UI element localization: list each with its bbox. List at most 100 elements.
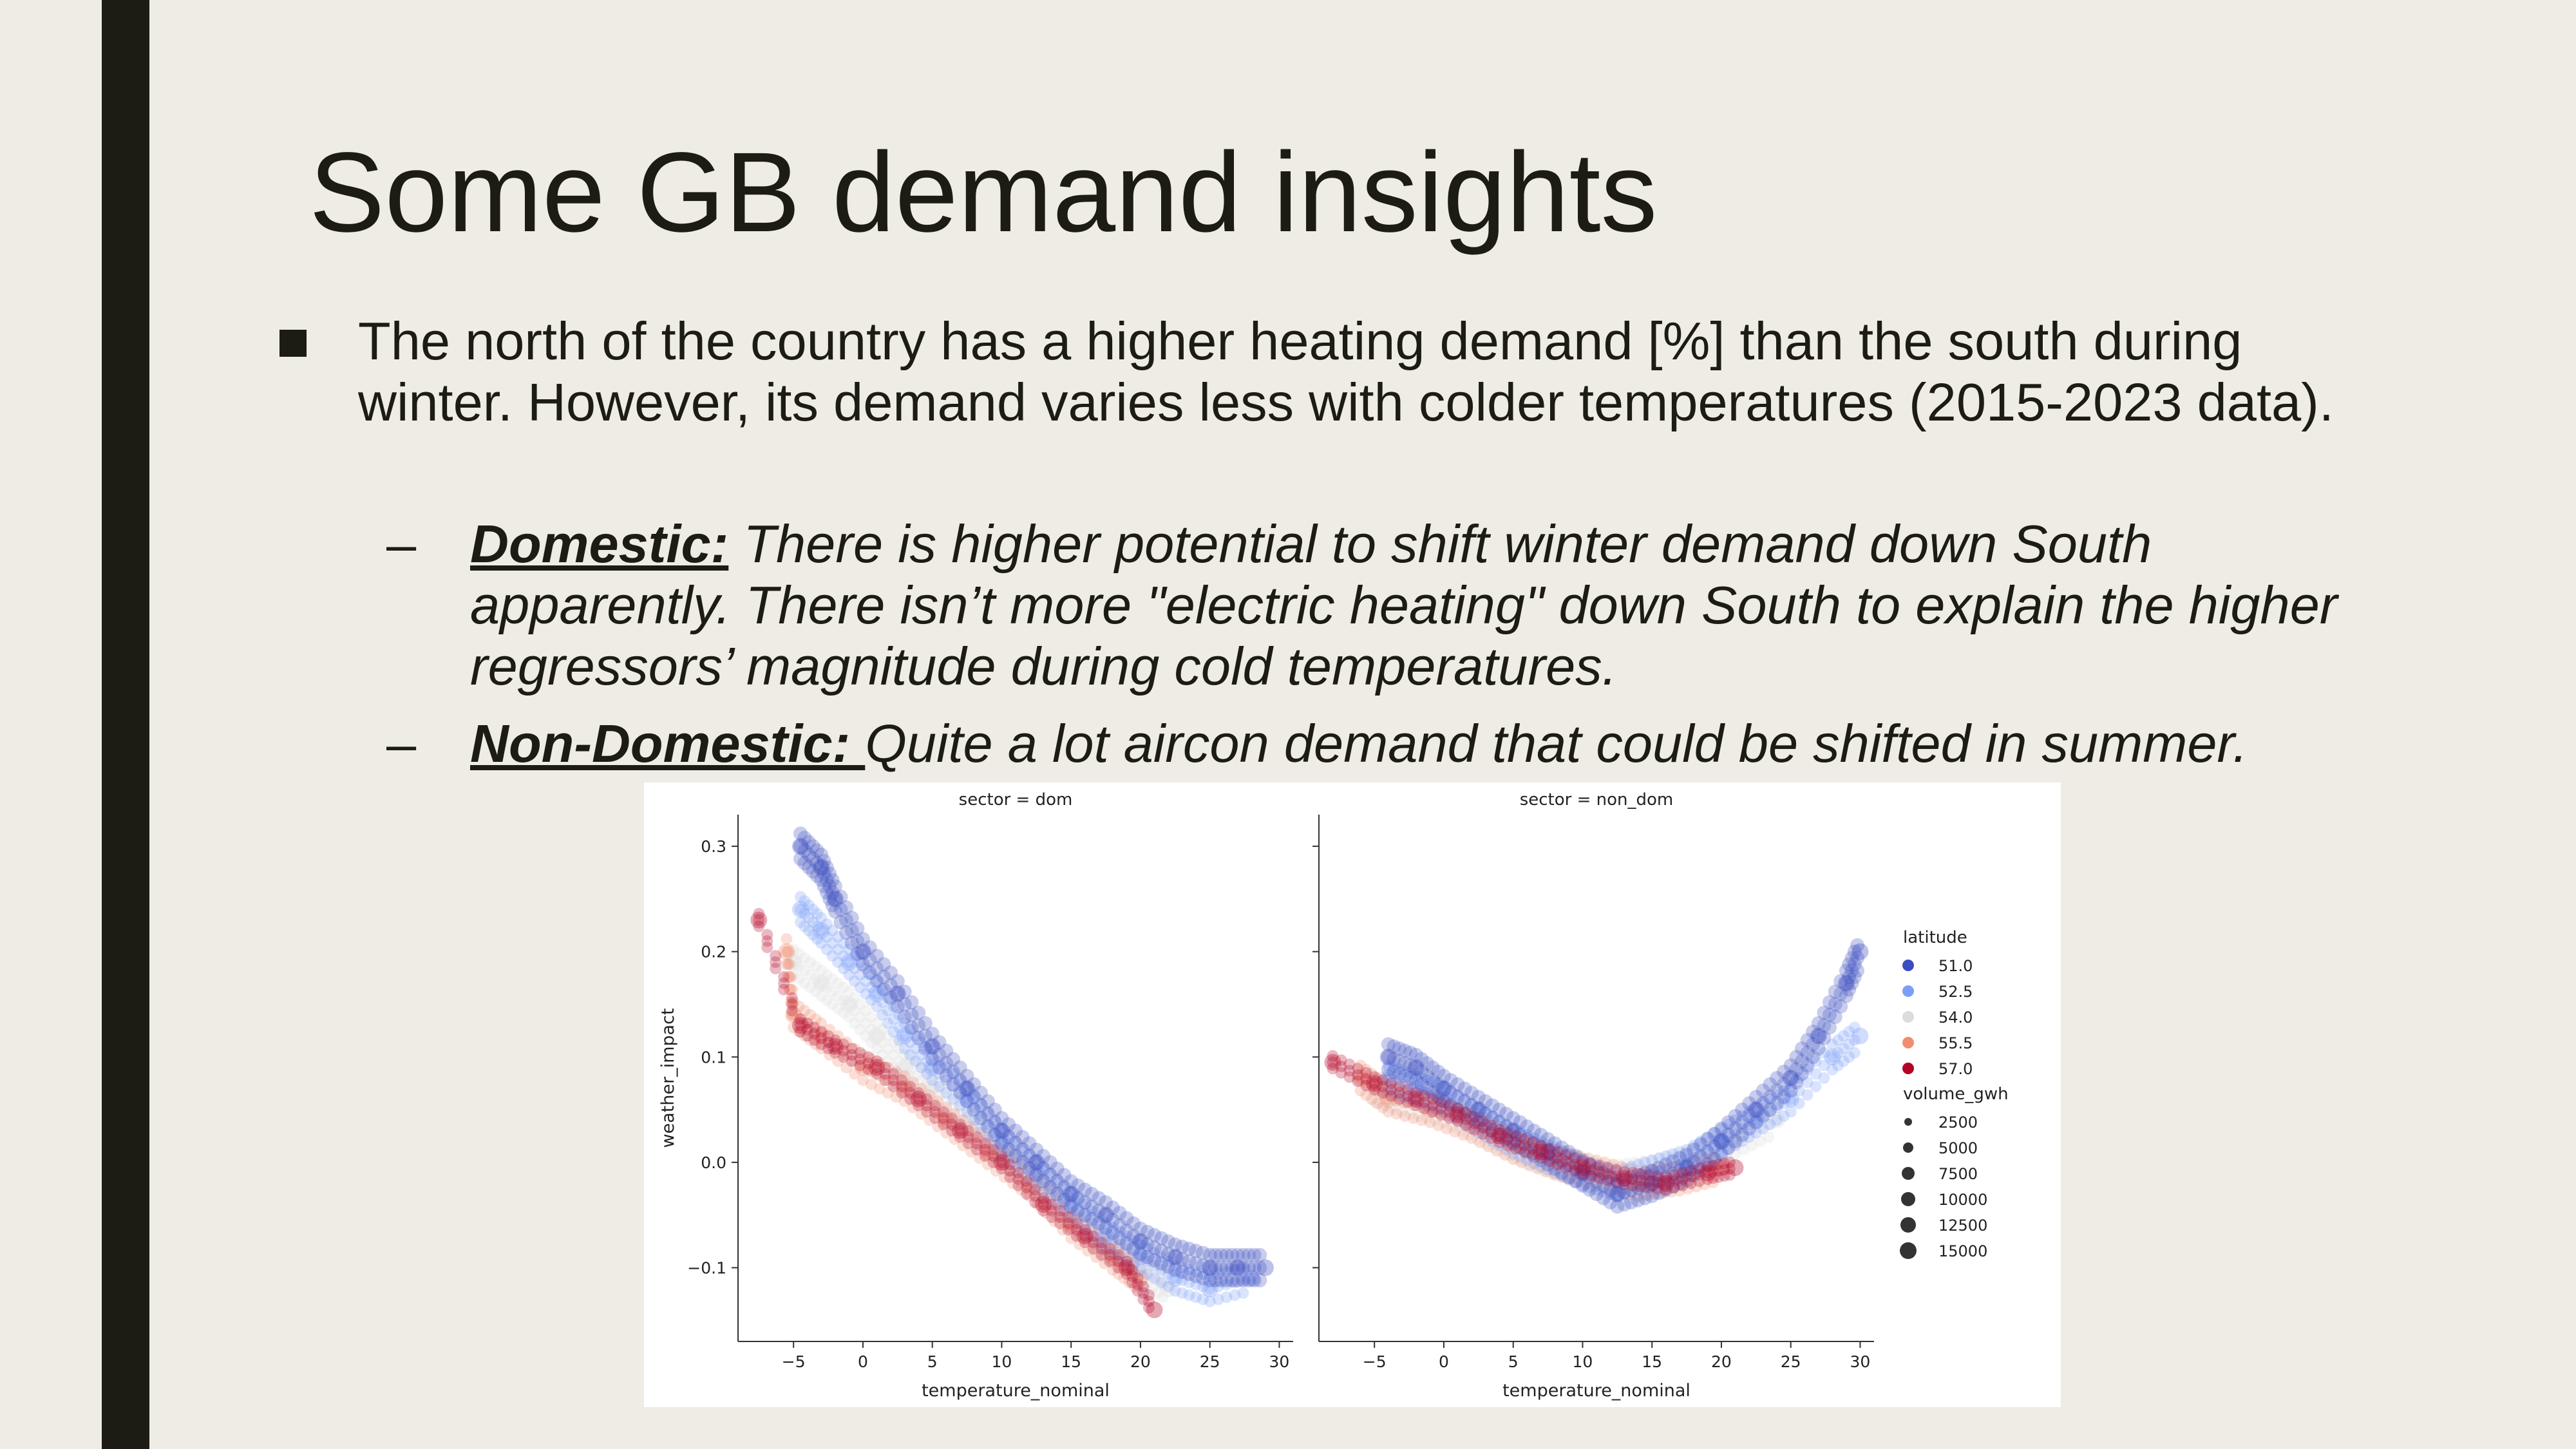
data-point bbox=[1016, 1177, 1028, 1189]
data-point bbox=[1596, 1191, 1611, 1206]
data-point bbox=[1485, 1098, 1500, 1113]
data-point bbox=[1098, 1245, 1110, 1257]
data-point bbox=[1556, 1144, 1568, 1157]
data-point bbox=[784, 971, 797, 983]
data-point bbox=[1513, 1141, 1528, 1155]
data-point bbox=[1526, 1136, 1539, 1148]
data-point bbox=[1500, 1144, 1512, 1156]
data-point bbox=[1106, 1222, 1119, 1234]
data-point bbox=[849, 1068, 860, 1080]
data-point bbox=[1754, 1135, 1766, 1148]
data-point bbox=[1721, 1152, 1733, 1164]
data-point bbox=[1435, 1101, 1452, 1119]
data-point bbox=[815, 1043, 828, 1055]
data-point bbox=[1015, 1159, 1027, 1171]
data-point bbox=[896, 1081, 908, 1093]
data-point bbox=[947, 1093, 959, 1105]
data-point bbox=[1521, 1129, 1533, 1141]
data-point bbox=[1743, 1119, 1756, 1130]
data-point bbox=[1478, 1094, 1493, 1108]
data-point bbox=[1414, 1077, 1429, 1092]
data-point bbox=[799, 1005, 811, 1017]
data-point bbox=[1093, 1234, 1105, 1246]
legend-marker bbox=[1902, 1011, 1914, 1023]
data-point bbox=[898, 1030, 911, 1042]
data-point bbox=[1396, 1081, 1408, 1093]
data-point bbox=[1652, 1160, 1666, 1175]
data-point bbox=[1618, 1175, 1631, 1188]
data-point bbox=[921, 1091, 933, 1103]
data-point bbox=[1748, 1090, 1763, 1104]
data-point bbox=[1823, 995, 1837, 1010]
data-point bbox=[1474, 1124, 1486, 1136]
data-point bbox=[832, 943, 844, 956]
data-point bbox=[1678, 1159, 1696, 1177]
data-point bbox=[1438, 1093, 1450, 1105]
data-point bbox=[946, 1077, 960, 1092]
data-point bbox=[1016, 1154, 1028, 1166]
data-point bbox=[1010, 1146, 1021, 1158]
data-point bbox=[1132, 1269, 1149, 1287]
data-point bbox=[782, 945, 794, 958]
data-point bbox=[1532, 1150, 1544, 1162]
data-point bbox=[1770, 1071, 1785, 1085]
data-point bbox=[1140, 1278, 1152, 1291]
data-point bbox=[1452, 1115, 1464, 1128]
data-point bbox=[857, 1049, 869, 1061]
data-point bbox=[1546, 1168, 1558, 1180]
data-point bbox=[1466, 1097, 1477, 1110]
data-point bbox=[850, 921, 865, 936]
data-point bbox=[1385, 1084, 1397, 1095]
data-point bbox=[915, 1049, 927, 1061]
data-point bbox=[938, 1112, 955, 1129]
data-point bbox=[1435, 1080, 1452, 1097]
data-point bbox=[1123, 1276, 1135, 1289]
data-point bbox=[802, 912, 815, 924]
data-point bbox=[915, 1095, 927, 1107]
data-point bbox=[1528, 1132, 1540, 1144]
data-point bbox=[849, 950, 860, 962]
data-point bbox=[1557, 1159, 1569, 1171]
data-point bbox=[1721, 1139, 1733, 1151]
data-point bbox=[1727, 1159, 1744, 1177]
data-point bbox=[1543, 1142, 1555, 1155]
data-point bbox=[799, 952, 811, 964]
data-point bbox=[1712, 1159, 1725, 1171]
data-point bbox=[923, 1037, 941, 1055]
data-point bbox=[1431, 1090, 1446, 1104]
data-point bbox=[1514, 1126, 1526, 1138]
data-point bbox=[1729, 1148, 1741, 1160]
data-point bbox=[896, 1086, 908, 1099]
data-point bbox=[1568, 1174, 1583, 1189]
data-point bbox=[898, 1095, 911, 1107]
x-tick-label: 0 bbox=[858, 1352, 868, 1371]
data-point bbox=[1663, 1175, 1675, 1188]
data-point bbox=[1051, 1198, 1063, 1211]
data-point bbox=[1776, 1065, 1791, 1079]
data-point bbox=[1058, 1215, 1070, 1227]
data-point bbox=[1082, 1220, 1094, 1231]
data-point bbox=[1701, 1156, 1714, 1168]
data-point bbox=[826, 985, 838, 998]
data-point bbox=[897, 1010, 912, 1025]
data-point bbox=[1385, 1090, 1397, 1102]
data-point bbox=[1743, 1106, 1756, 1118]
data-point bbox=[1100, 1243, 1112, 1255]
data-point bbox=[1746, 1114, 1758, 1126]
data-point bbox=[1100, 1240, 1112, 1253]
data-point bbox=[994, 1111, 1009, 1126]
data-point bbox=[1729, 1127, 1741, 1139]
data-point bbox=[952, 1073, 967, 1088]
data-point bbox=[909, 1070, 922, 1082]
data-point bbox=[1446, 1108, 1458, 1120]
data-point bbox=[960, 1068, 974, 1083]
data-point bbox=[1566, 1160, 1578, 1173]
data-point bbox=[1682, 1157, 1694, 1170]
data-point bbox=[1030, 1167, 1043, 1179]
data-point bbox=[1704, 1148, 1716, 1160]
data-point bbox=[1030, 1154, 1043, 1166]
data-point bbox=[1065, 1209, 1077, 1221]
data-point bbox=[1243, 1269, 1260, 1287]
data-point bbox=[1074, 1213, 1086, 1226]
data-point bbox=[1607, 1184, 1619, 1196]
